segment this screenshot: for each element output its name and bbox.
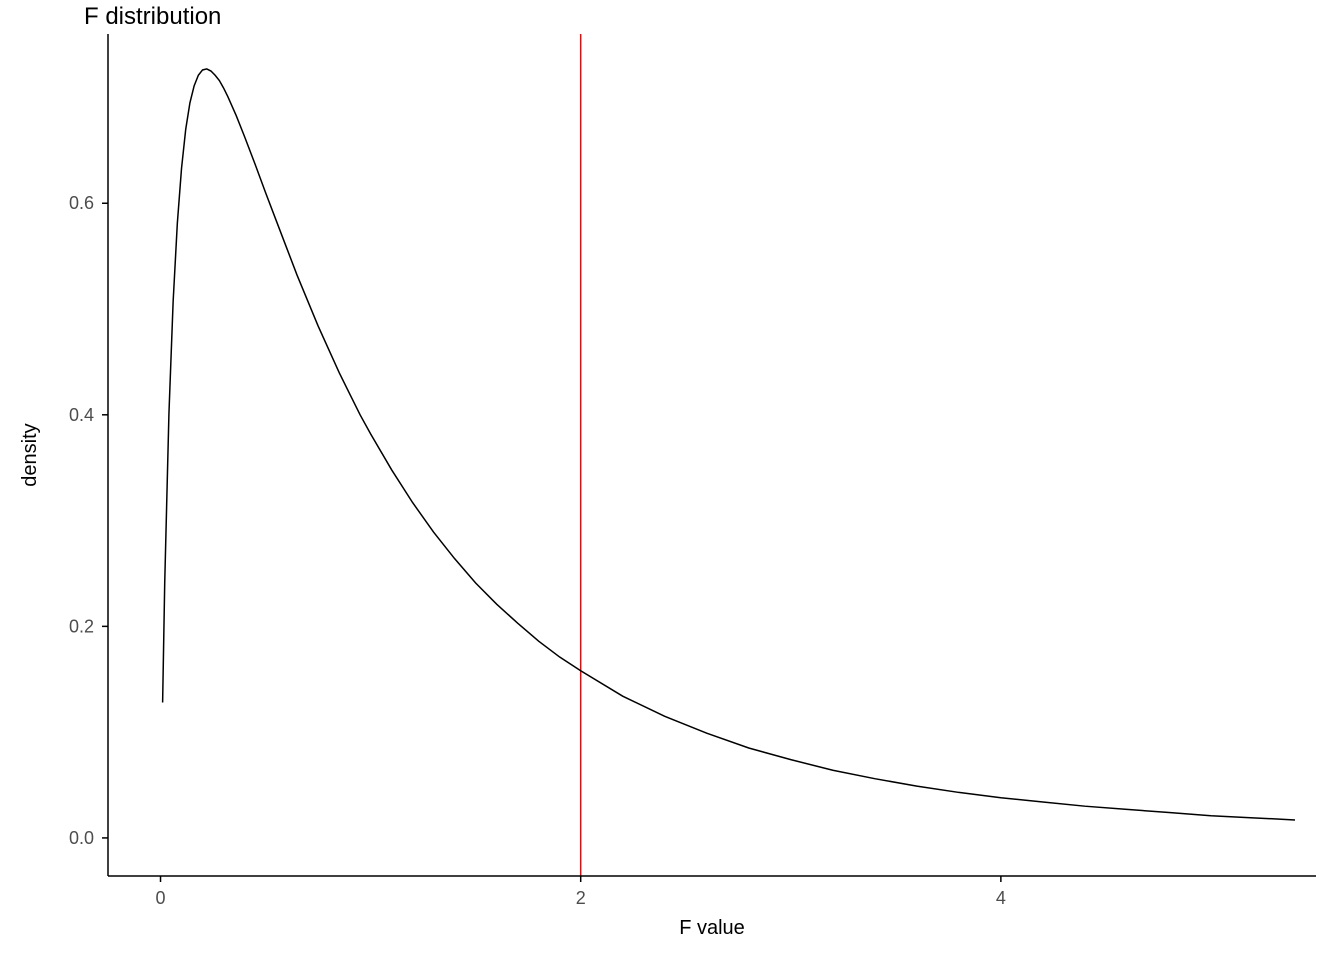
y-tick-label: 0.6 (69, 193, 94, 213)
y-axis-title: density (19, 423, 41, 486)
y-tick-label: 0.4 (69, 405, 94, 425)
x-tick-label: 4 (996, 888, 1006, 908)
x-tick-label: 2 (576, 888, 586, 908)
y-tick-label: 0.2 (69, 616, 94, 636)
plot-title: F distribution (84, 3, 221, 30)
f-distribution-chart: 0 2 4 0.0 0.2 0.4 0.6 F value density F distribut… (0, 0, 1344, 960)
chart-container: 0 2 4 0.0 0.2 0.4 0.6 F value density F distribut… (0, 0, 1344, 960)
plot-background (0, 0, 1344, 960)
x-tick-label: 0 (156, 888, 166, 908)
y-tick-label: 0.0 (69, 828, 94, 848)
x-axis-title: F value (679, 917, 745, 939)
